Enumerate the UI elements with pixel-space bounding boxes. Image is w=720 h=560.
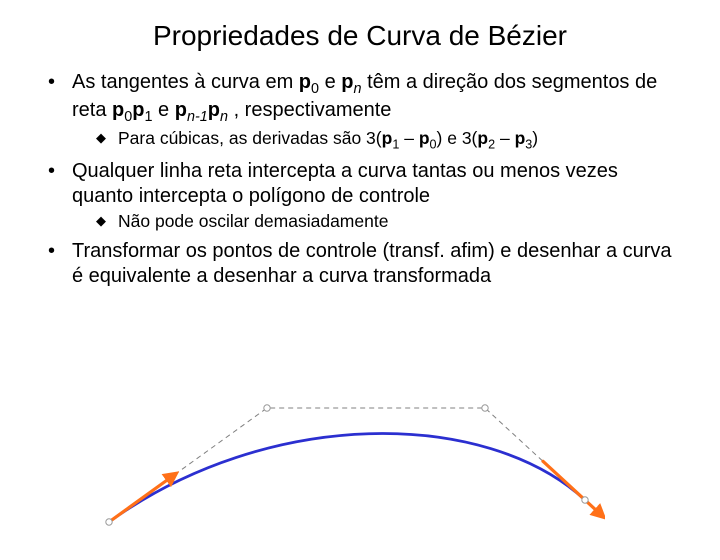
text: Para cúbicas, as derivadas são 3(	[118, 128, 382, 148]
bezier-diagram	[95, 400, 605, 550]
sym-p: p	[477, 128, 488, 148]
text: , respectivamente	[228, 99, 391, 121]
subscript-n: n	[220, 109, 228, 125]
sym-p: p	[112, 99, 124, 121]
bullet-1: As tangentes à curva em p0 e pn têm a di…	[48, 70, 680, 153]
subscript-0: 0	[430, 138, 437, 152]
text: ) e 3(	[437, 128, 478, 148]
slide-content: As tangentes à curva em p0 e pn têm a di…	[48, 70, 680, 289]
sym-p: p	[175, 99, 187, 121]
sym-p: p	[341, 71, 353, 93]
sym-p: p	[419, 128, 430, 148]
text: Qualquer linha reta intercepta a curva t…	[72, 160, 618, 207]
subscript-n-1: n-1	[187, 109, 208, 125]
sym-p: p	[132, 99, 144, 121]
subscript-1: 1	[144, 109, 152, 125]
subscript-0: 0	[311, 81, 319, 97]
text: –	[399, 128, 418, 148]
sym-p: p	[299, 71, 311, 93]
text: As tangentes à curva em	[72, 71, 299, 93]
bullet-2: Qualquer linha reta intercepta a curva t…	[48, 159, 680, 233]
text: –	[495, 128, 514, 148]
sym-p: p	[515, 128, 526, 148]
sym-p: p	[382, 128, 393, 148]
text: Transformar os pontos de controle (trans…	[72, 240, 672, 287]
bullet-1-sub: Para cúbicas, as derivadas são 3(p1 – p0…	[96, 128, 680, 153]
text: Não pode oscilar demasiadamente	[118, 211, 388, 231]
bullet-2-sub: Não pode oscilar demasiadamente	[96, 211, 680, 233]
text: )	[532, 128, 538, 148]
sym-p: p	[208, 99, 220, 121]
text: e	[153, 99, 175, 121]
text: e	[319, 71, 341, 93]
subscript-n: n	[354, 81, 362, 97]
slide-title: Propriedades de Curva de Bézier	[40, 20, 680, 52]
bullet-3: Transformar os pontos de controle (trans…	[48, 239, 680, 289]
